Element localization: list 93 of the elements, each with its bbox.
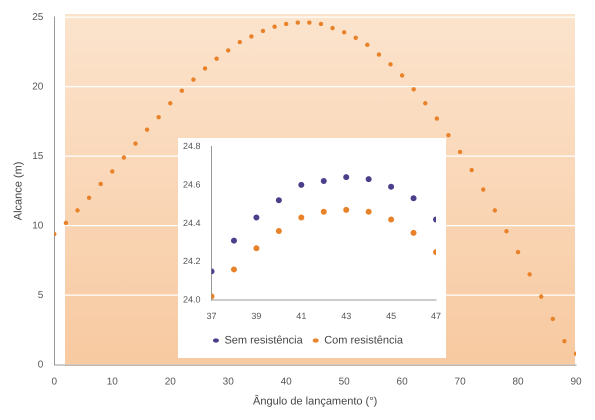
point xyxy=(180,88,184,93)
point xyxy=(214,56,219,61)
y-tick-label: 24.4 xyxy=(182,218,201,228)
x-tick-label: 37 xyxy=(206,311,217,322)
point xyxy=(446,133,451,138)
y-tick-label: 0 xyxy=(38,360,44,371)
y-tick-label: 24.2 xyxy=(182,256,201,266)
point xyxy=(343,206,350,213)
y-tick-label: 15 xyxy=(32,150,44,162)
x-tick-label: 47 xyxy=(430,311,442,322)
point xyxy=(366,208,372,215)
point xyxy=(249,34,254,39)
point xyxy=(202,66,208,71)
point xyxy=(284,22,288,26)
x-tick-label: 30 xyxy=(222,376,234,388)
point xyxy=(320,208,327,215)
point xyxy=(64,220,68,226)
point xyxy=(492,208,498,213)
point xyxy=(253,214,260,221)
x-tick-label: 90 xyxy=(570,376,582,388)
x-tick-label: 39 xyxy=(251,311,262,322)
point xyxy=(400,73,404,78)
point xyxy=(388,184,394,190)
x-axis-title: Ângulo de lançamento (°) xyxy=(253,394,378,408)
point xyxy=(318,22,324,26)
point xyxy=(562,338,567,344)
point xyxy=(307,20,312,25)
point xyxy=(110,169,114,174)
point xyxy=(550,316,556,322)
point xyxy=(458,150,462,154)
point xyxy=(469,168,474,172)
point xyxy=(365,42,370,48)
point xyxy=(133,141,138,146)
point xyxy=(191,77,196,82)
point xyxy=(75,208,80,213)
point xyxy=(230,238,237,244)
point xyxy=(276,197,282,204)
point xyxy=(423,101,428,106)
y-tick-label: 24.6 xyxy=(182,179,201,190)
y-tick-label: 5 xyxy=(38,290,44,301)
point xyxy=(98,182,103,186)
point xyxy=(410,195,417,202)
point xyxy=(296,20,300,25)
y-axis-title: Alcance (m) xyxy=(12,162,25,220)
point xyxy=(481,187,486,192)
point xyxy=(272,24,277,29)
point xyxy=(504,229,509,234)
x-tick-label: 40 xyxy=(280,376,292,388)
y-tick-label: 24.8 xyxy=(182,140,201,151)
x-tick-label: 0 xyxy=(52,376,58,388)
point xyxy=(354,36,358,40)
point xyxy=(388,62,393,66)
point xyxy=(86,196,92,200)
point xyxy=(144,127,150,132)
y-tick-label: 20 xyxy=(32,81,44,92)
point xyxy=(434,116,440,121)
point xyxy=(330,26,335,30)
y-tick-label: 10 xyxy=(32,220,44,232)
point xyxy=(539,294,544,299)
point xyxy=(516,250,520,254)
x-tick-label: 43 xyxy=(341,311,352,322)
x-tick-label: 20 xyxy=(164,376,176,388)
point xyxy=(343,174,350,180)
point xyxy=(410,230,417,236)
x-tick-label: 70 xyxy=(454,376,466,388)
point xyxy=(238,40,242,44)
x-tick-label: 80 xyxy=(512,376,524,388)
x-tick-label: 10 xyxy=(106,376,118,388)
legend-label: Sem resistência xyxy=(224,334,304,347)
point xyxy=(320,178,327,184)
x-tick-label: 50 xyxy=(338,376,350,388)
point xyxy=(298,214,304,221)
x-tick-label: 45 xyxy=(386,311,396,322)
x-tick-label: 41 xyxy=(296,311,306,322)
x-tick-label: 60 xyxy=(396,376,408,388)
point xyxy=(230,266,237,272)
point xyxy=(156,114,161,120)
point xyxy=(388,216,394,222)
point xyxy=(342,30,346,35)
point xyxy=(122,155,126,160)
y-tick-label: 25 xyxy=(32,12,44,23)
point xyxy=(298,182,304,188)
point xyxy=(527,272,532,277)
point xyxy=(412,87,416,92)
point xyxy=(226,48,230,53)
point xyxy=(276,228,282,234)
point xyxy=(168,101,172,106)
point xyxy=(253,245,260,252)
legend-label: Com resistência xyxy=(324,334,404,347)
point xyxy=(376,52,382,57)
point xyxy=(260,28,266,34)
point xyxy=(366,176,372,182)
y-tick-label: 24.0 xyxy=(182,294,201,305)
